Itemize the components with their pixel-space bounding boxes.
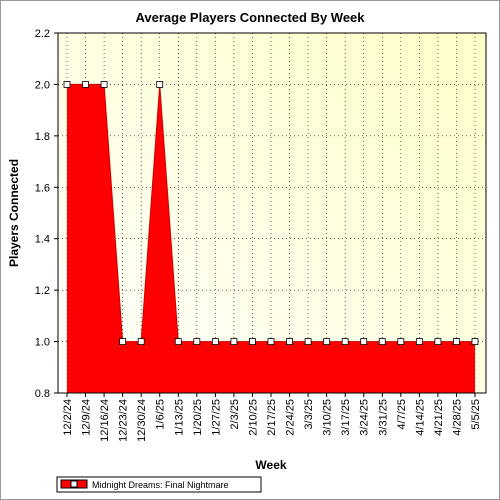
y-tick-label: 1.8 [35,131,50,143]
y-tick-label: 1.0 [35,337,50,349]
data-point [267,338,275,345]
data-point [453,338,460,345]
plot-background [58,33,486,393]
legend: Midnight Dreams: Final Nightmare [56,476,262,493]
y-tick-label: 1.4 [35,234,50,246]
legend-box [56,476,262,493]
legend-marker [70,480,78,488]
y-tick-label: 2.0 [35,79,50,91]
data-point [211,338,219,345]
data-point [304,338,312,345]
y-tick-label: 2.2 [35,28,50,40]
data-point [415,338,423,345]
data-point [230,338,238,345]
x-tick-label: 12/2/24 [62,399,74,436]
x-tick-label: 12/23/24 [118,399,130,442]
x-tick-label: 1/13/25 [173,399,185,436]
x-tick-label: 4/28/25 [451,399,463,436]
y-tick-label: 1.2 [35,285,50,297]
x-tick-label: 5/5/25 [470,399,482,430]
y-axis-ticks: 0.8 1.0 1.2 1.4 1.6 1.8 2.0 2.2 [35,28,58,400]
legend-label: Midnight Dreams: Final Nightmare [92,480,229,490]
y-tick-label: 0.8 [35,388,50,400]
data-point [360,338,368,345]
x-tick-label: 3/24/25 [359,399,371,436]
y-axis-title: Players Connected [7,159,21,267]
x-tick-label: 12/30/24 [136,399,148,442]
x-tick-label: 3/3/25 [303,399,315,430]
x-tick-label: 1/20/25 [192,399,204,436]
data-point [434,338,442,345]
x-tick-label: 3/17/25 [340,399,352,436]
data-point [63,81,71,88]
data-point [174,338,182,345]
x-tick-label: 1/6/25 [155,399,167,430]
data-point [471,338,479,345]
x-tick-label: 4/21/25 [433,399,445,436]
data-point [119,338,127,345]
x-tick-label: 12/16/24 [99,399,111,442]
x-tick-label: 2/24/25 [285,399,297,436]
x-tick-label: 3/31/25 [377,399,389,436]
x-tick-label: 1/27/25 [210,399,222,436]
data-point [341,338,349,345]
x-axis-title: Week [255,458,286,472]
data-point [82,81,89,88]
data-point [397,338,405,345]
x-tick-label: 4/7/25 [396,399,408,430]
data-point [378,338,386,345]
data-point [193,338,201,345]
x-tick-label: 4/14/25 [414,399,426,436]
data-point [137,338,145,345]
y-tick-label: 1.6 [35,182,50,194]
plot-border [57,32,487,394]
x-tick-label: 3/10/25 [322,399,334,436]
series-area [67,84,475,393]
data-point [249,338,256,345]
chart-title: Average Players Connected By Week [135,10,365,25]
x-tick-label: 2/10/25 [247,399,259,436]
data-point [286,338,293,345]
data-point [323,338,331,345]
series-markers [63,81,479,345]
x-tick-label: 2/17/25 [266,399,278,436]
x-axis-ticks: 12/2/24 12/9/24 12/16/24 12/23/24 12/30/24 1/… [62,393,482,442]
data-point [100,81,108,88]
x-tick-label: 2/3/25 [229,399,241,430]
x-tick-label: 12/9/24 [81,399,93,436]
data-point [156,81,164,88]
